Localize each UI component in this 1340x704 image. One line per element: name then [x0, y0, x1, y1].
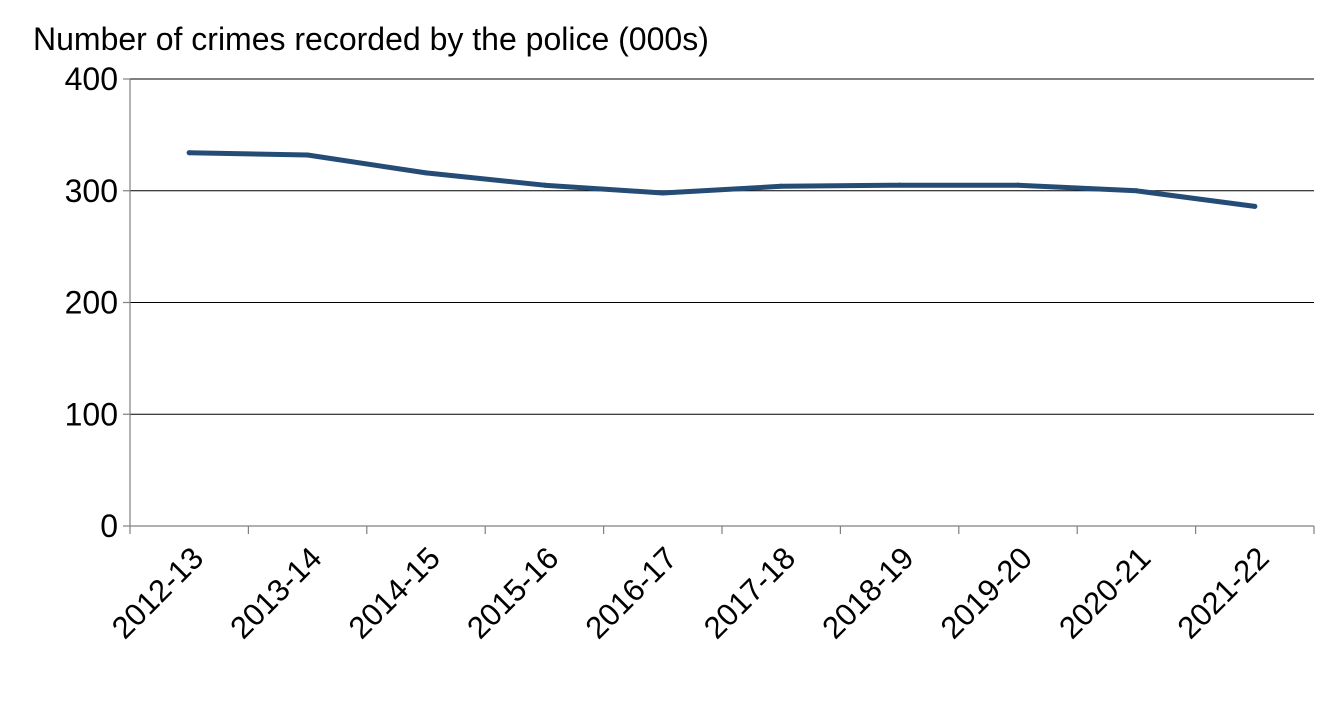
x-tick-label: 2020-21	[1052, 540, 1157, 645]
x-tick-label: 2021-22	[1171, 540, 1276, 645]
data-point	[305, 152, 311, 158]
x-axis-ticks: 2012-13 2013-14 2014-15 2015-16 2016-17 2017-…	[105, 526, 1315, 645]
y-tick-label: 100	[65, 396, 118, 432]
gridlines	[130, 78, 1314, 415]
series-line	[186, 150, 1258, 209]
data-point	[778, 183, 784, 189]
y-axis-ticks: 0 100 200 300 400	[65, 61, 130, 544]
data-point	[660, 190, 666, 196]
x-tick-label: 2016-17	[579, 540, 684, 645]
y-tick-label: 400	[65, 61, 118, 97]
x-tick-label: 2019-20	[934, 540, 1039, 645]
x-tick-label: 2015-16	[460, 540, 565, 645]
data-point	[541, 182, 547, 188]
x-tick-label: 2018-19	[815, 540, 920, 645]
x-tick-label: 2013-14	[223, 540, 328, 645]
data-point	[1133, 188, 1139, 194]
x-tick-label: 2017-18	[697, 540, 802, 645]
data-point	[186, 150, 192, 156]
data-point	[1015, 182, 1021, 188]
x-tick-label: 2012-13	[105, 540, 210, 645]
data-point	[423, 170, 429, 176]
series-layer	[186, 150, 1258, 209]
data-point	[897, 182, 903, 188]
y-tick-label: 300	[65, 173, 118, 209]
x-tick-label: 2014-15	[342, 540, 447, 645]
y-tick-label: 200	[65, 285, 118, 321]
chart-title: Number of crimes recorded by the police …	[33, 21, 709, 57]
y-tick-label: 0	[100, 508, 118, 544]
data-point	[1252, 203, 1258, 209]
